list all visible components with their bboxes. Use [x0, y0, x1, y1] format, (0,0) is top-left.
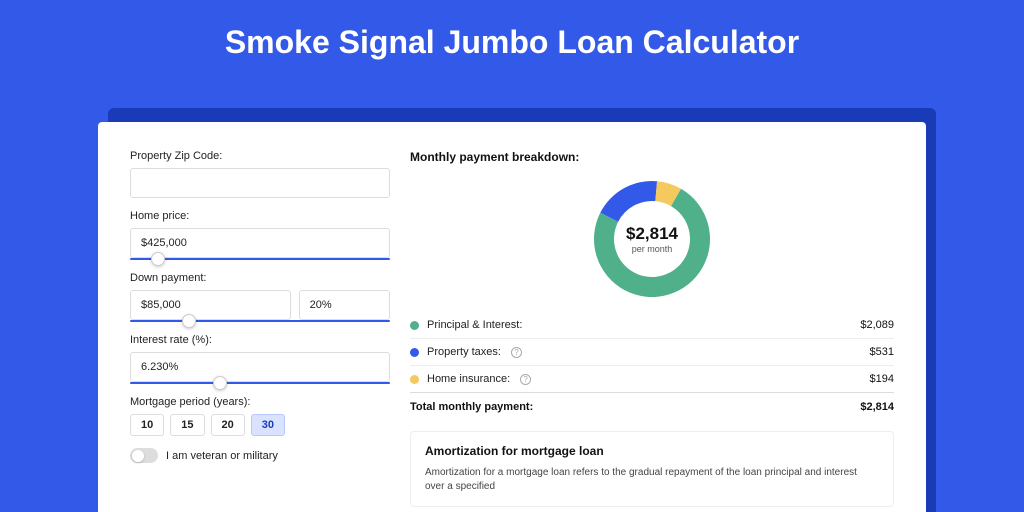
legend-row: Property taxes:? $531 — [410, 339, 894, 366]
breakdown-title: Monthly payment breakdown: — [410, 150, 894, 164]
mortgage-period-label: Mortgage period (years): — [130, 396, 390, 408]
legend-value: $194 — [870, 373, 894, 385]
down-payment-slider[interactable] — [130, 320, 390, 322]
legend-label: Property taxes: — [427, 346, 501, 358]
info-icon[interactable]: ? — [520, 374, 531, 385]
interest-rate-slider[interactable] — [130, 382, 390, 384]
home-price-input[interactable] — [130, 228, 390, 258]
period-btn-15[interactable]: 15 — [170, 414, 204, 436]
down-payment-slider-thumb[interactable] — [182, 314, 196, 328]
legend-label: Home insurance: — [427, 373, 510, 385]
legend-dot — [410, 375, 419, 384]
mortgage-period-group: Mortgage period (years): 10 15 20 30 — [130, 396, 390, 436]
home-price-group: Home price: — [130, 210, 390, 260]
form-column: Property Zip Code: Home price: Down paym… — [130, 150, 390, 512]
zip-field-group: Property Zip Code: — [130, 150, 390, 198]
down-payment-amount-input[interactable] — [130, 290, 291, 320]
legend-value: $2,089 — [860, 319, 894, 331]
interest-rate-label: Interest rate (%): — [130, 334, 390, 346]
zip-label: Property Zip Code: — [130, 150, 390, 162]
amortization-title: Amortization for mortgage loan — [425, 444, 879, 458]
donut-center: $2,814 per month — [626, 224, 678, 254]
total-value: $2,814 — [860, 401, 894, 413]
donut-chart-wrap: $2,814 per month — [410, 172, 894, 312]
total-row: Total monthly payment: $2,814 — [410, 392, 894, 421]
donut-chart: $2,814 per month — [589, 176, 715, 302]
calculator-card: Property Zip Code: Home price: Down paym… — [98, 122, 926, 512]
period-btn-30[interactable]: 30 — [251, 414, 285, 436]
down-payment-label: Down payment: — [130, 272, 390, 284]
total-label: Total monthly payment: — [410, 401, 533, 413]
veteran-toggle[interactable] — [130, 448, 158, 463]
down-payment-group: Down payment: — [130, 272, 390, 322]
veteran-toggle-row: I am veteran or military — [130, 448, 390, 463]
legend-label: Principal & Interest: — [427, 319, 522, 331]
page-title: Smoke Signal Jumbo Loan Calculator — [0, 0, 1024, 79]
home-price-slider-thumb[interactable] — [151, 252, 165, 266]
amortization-box: Amortization for mortgage loan Amortizat… — [410, 431, 894, 507]
home-price-label: Home price: — [130, 210, 390, 222]
breakdown-column: Monthly payment breakdown: $2,814 per mo… — [410, 150, 894, 512]
legend-dot — [410, 321, 419, 330]
interest-rate-input[interactable] — [130, 352, 390, 382]
info-icon[interactable]: ? — [511, 347, 522, 358]
period-btn-20[interactable]: 20 — [211, 414, 245, 436]
period-btn-10[interactable]: 10 — [130, 414, 164, 436]
zip-input[interactable] — [130, 168, 390, 198]
legend-row: Home insurance:? $194 — [410, 366, 894, 392]
interest-rate-slider-thumb[interactable] — [213, 376, 227, 390]
mortgage-period-options: 10 15 20 30 — [130, 414, 390, 436]
legend-value: $531 — [870, 346, 894, 358]
home-price-slider[interactable] — [130, 258, 390, 260]
legend-row: Principal & Interest: $2,089 — [410, 312, 894, 339]
donut-sub: per month — [626, 244, 678, 254]
veteran-label: I am veteran or military — [166, 450, 278, 462]
donut-amount: $2,814 — [626, 224, 678, 244]
down-payment-percent-input[interactable] — [299, 290, 390, 320]
legend: Principal & Interest: $2,089 Property taxe… — [410, 312, 894, 392]
amortization-text: Amortization for a mortgage loan refers … — [425, 466, 879, 494]
interest-rate-group: Interest rate (%): — [130, 334, 390, 384]
legend-dot — [410, 348, 419, 357]
donut-segment-property_taxes — [600, 181, 657, 222]
